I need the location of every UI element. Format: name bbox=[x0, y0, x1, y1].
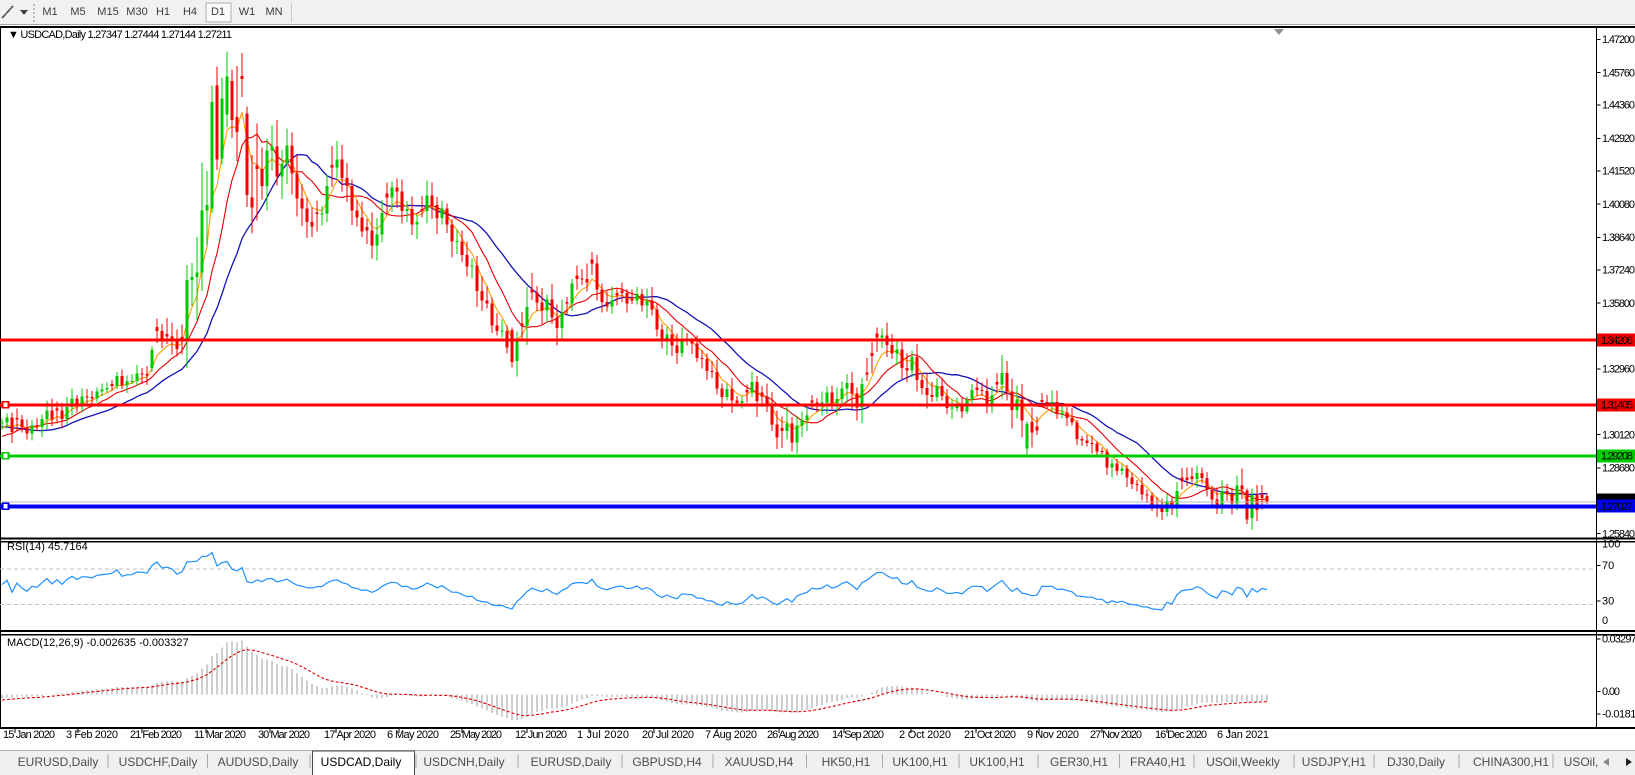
svg-text:1.29208: 1.29208 bbox=[1601, 451, 1633, 463]
svg-text:0.00: 0.00 bbox=[1602, 686, 1620, 698]
svg-text:USOil,Weekly: USOil,Weekly bbox=[1206, 755, 1280, 769]
svg-text:1.41520: 1.41520 bbox=[1602, 166, 1635, 178]
svg-text:17 Apr 2020: 17 Apr 2020 bbox=[324, 729, 376, 741]
svg-text:0.032972: 0.032972 bbox=[1602, 634, 1635, 646]
svg-text:1.28680: 1.28680 bbox=[1602, 463, 1635, 475]
svg-text:FRA40,H1: FRA40,H1 bbox=[1130, 755, 1186, 769]
svg-text:1 Jul 2020: 1 Jul 2020 bbox=[577, 729, 629, 741]
svg-text:USDCHF,Daily: USDCHF,Daily bbox=[119, 755, 198, 769]
svg-text:1.44360: 1.44360 bbox=[1602, 100, 1635, 112]
svg-text:M15: M15 bbox=[97, 6, 118, 18]
svg-text:H4: H4 bbox=[183, 6, 197, 18]
svg-text:EURUSD,Daily: EURUSD,Daily bbox=[18, 755, 99, 769]
svg-text:1.31405: 1.31405 bbox=[1601, 400, 1633, 412]
svg-text:12 Jun 2020: 12 Jun 2020 bbox=[515, 729, 567, 741]
svg-text:3 Feb 2020: 3 Feb 2020 bbox=[66, 729, 118, 741]
svg-text:XAUUSD,H4: XAUUSD,H4 bbox=[725, 755, 794, 769]
svg-text:1.45760: 1.45760 bbox=[1602, 67, 1635, 79]
svg-text:1.34206: 1.34206 bbox=[1601, 335, 1633, 347]
svg-text:21 Feb 2020: 21 Feb 2020 bbox=[130, 729, 182, 741]
svg-text:1.25840: 1.25840 bbox=[1602, 528, 1635, 540]
svg-text:6 May 2020: 6 May 2020 bbox=[387, 729, 439, 741]
svg-text:USDCAD,Daily: USDCAD,Daily bbox=[321, 755, 402, 769]
svg-text:1.35800: 1.35800 bbox=[1602, 298, 1635, 310]
svg-text:UK100,H1: UK100,H1 bbox=[969, 755, 1025, 769]
svg-text:11 Mar 2020: 11 Mar 2020 bbox=[194, 729, 246, 741]
svg-text:USOil,: USOil, bbox=[1564, 755, 1599, 769]
svg-text:RSI(14) 45.7164: RSI(14) 45.7164 bbox=[7, 541, 88, 553]
svg-text:1.47200: 1.47200 bbox=[1602, 34, 1635, 46]
svg-text:7 Aug 2020: 7 Aug 2020 bbox=[705, 729, 757, 741]
svg-text:20 Jul 2020: 20 Jul 2020 bbox=[642, 729, 694, 741]
svg-text:MACD(12,26,9) -0.002635 -0.003: MACD(12,26,9) -0.002635 -0.003327 bbox=[7, 637, 189, 649]
svg-text:26 Aug 2020: 26 Aug 2020 bbox=[767, 729, 819, 741]
svg-text:M1: M1 bbox=[42, 6, 57, 18]
svg-text:1.32960: 1.32960 bbox=[1602, 364, 1635, 376]
svg-text:1.27027: 1.27027 bbox=[1601, 501, 1633, 513]
svg-text:▼ USDCAD,Daily 1.27347 1.2744: ▼ USDCAD,Daily 1.27347 1.27444 1.27144 1… bbox=[8, 29, 232, 41]
svg-text:16 Dec 2020: 16 Dec 2020 bbox=[1155, 729, 1207, 741]
svg-text:GER30,H1: GER30,H1 bbox=[1050, 755, 1108, 769]
svg-text:UK100,H1: UK100,H1 bbox=[892, 755, 948, 769]
svg-text:H1: H1 bbox=[156, 6, 170, 18]
svg-text:30: 30 bbox=[1602, 595, 1614, 607]
svg-text:9 Nov 2020: 9 Nov 2020 bbox=[1027, 729, 1079, 741]
svg-text:MN: MN bbox=[265, 6, 282, 18]
svg-text:1.40080: 1.40080 bbox=[1602, 199, 1635, 211]
svg-text:1.37240: 1.37240 bbox=[1602, 265, 1635, 277]
svg-text:M5: M5 bbox=[70, 6, 85, 18]
svg-text:D1: D1 bbox=[211, 6, 225, 18]
svg-text:USDJPY,H1: USDJPY,H1 bbox=[1302, 755, 1367, 769]
svg-text:1.30120: 1.30120 bbox=[1602, 429, 1635, 441]
svg-text:70: 70 bbox=[1602, 560, 1614, 572]
svg-text:1.38640: 1.38640 bbox=[1602, 232, 1635, 244]
svg-text:EURUSD,Daily: EURUSD,Daily bbox=[531, 755, 612, 769]
svg-text:25 May 2020: 25 May 2020 bbox=[450, 729, 502, 741]
svg-text:M30: M30 bbox=[126, 6, 147, 18]
svg-text:1.42920: 1.42920 bbox=[1602, 133, 1635, 145]
svg-text:2 Oct 2020: 2 Oct 2020 bbox=[899, 729, 951, 741]
svg-text:15 Jan 2020: 15 Jan 2020 bbox=[3, 729, 55, 741]
svg-text:27 Nov 2020: 27 Nov 2020 bbox=[1090, 729, 1142, 741]
svg-text:DJ30,Daily: DJ30,Daily bbox=[1387, 755, 1445, 769]
svg-text:W1: W1 bbox=[239, 6, 256, 18]
svg-text:HK50,H1: HK50,H1 bbox=[822, 755, 871, 769]
svg-text:0: 0 bbox=[1602, 615, 1608, 627]
svg-text:21 Oct 2020: 21 Oct 2020 bbox=[964, 729, 1016, 741]
svg-text:GBPUSD,H4: GBPUSD,H4 bbox=[632, 755, 702, 769]
svg-text:-0.01815: -0.01815 bbox=[1602, 709, 1635, 721]
svg-text:100: 100 bbox=[1602, 539, 1620, 551]
svg-text:6 Jan 2021: 6 Jan 2021 bbox=[1217, 729, 1269, 741]
svg-text:CHINA300,H1: CHINA300,H1 bbox=[1473, 755, 1549, 769]
svg-text:USDCNH,Daily: USDCNH,Daily bbox=[423, 755, 504, 769]
svg-text:30 Mar 2020: 30 Mar 2020 bbox=[258, 729, 310, 741]
svg-text:AUDUSD,Daily: AUDUSD,Daily bbox=[218, 755, 299, 769]
svg-text:14 Sep 2020: 14 Sep 2020 bbox=[832, 729, 884, 741]
